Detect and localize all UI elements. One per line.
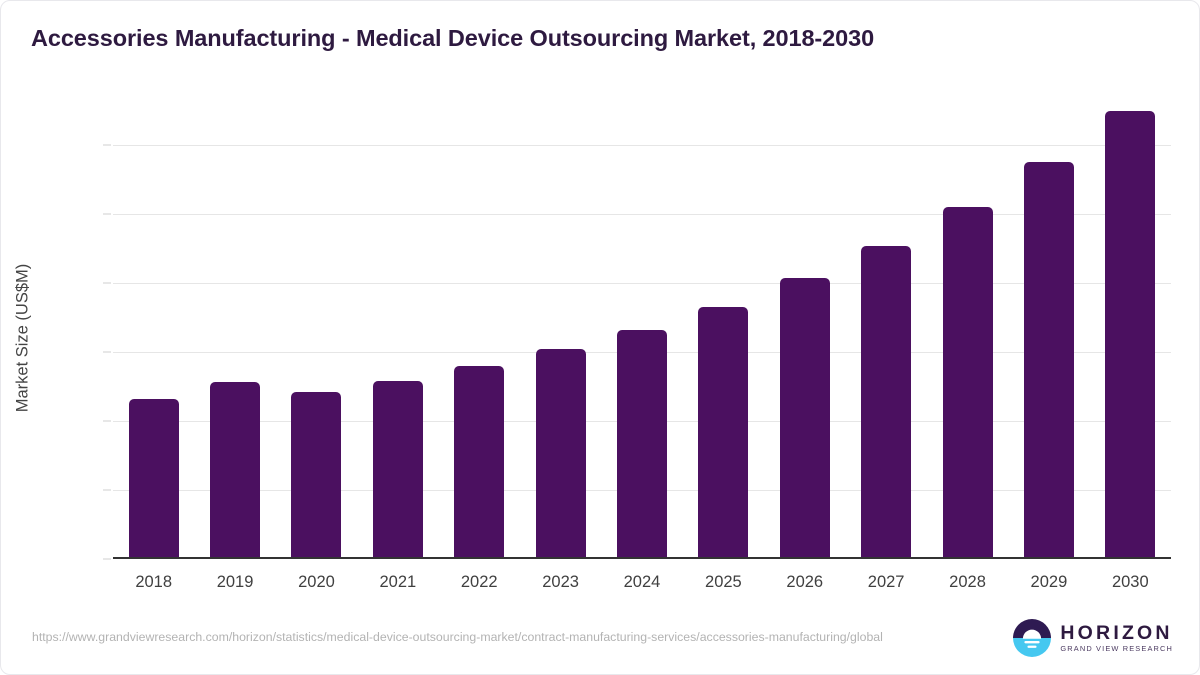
bar-2024[interactable]: [616, 330, 667, 559]
bar-2023[interactable]: [535, 349, 586, 559]
x-axis-tick-label: 2020: [298, 573, 335, 591]
bar-slot: [1090, 101, 1171, 559]
bar-2018[interactable]: [128, 398, 179, 559]
bar-slot: [1008, 101, 1089, 559]
source-url[interactable]: https://www.grandviewresearch.com/horizo…: [32, 630, 883, 644]
x-axis-tick-label: 2024: [623, 573, 661, 591]
x-axis-tick-label: 2030: [1111, 573, 1149, 591]
bar-slot: [113, 101, 194, 559]
x-axis-line: [113, 557, 1171, 559]
page-title: Accessories Manufacturing - Medical Devi…: [31, 25, 875, 51]
gridline: [113, 283, 1171, 285]
y-axis-tick-mark: [103, 558, 111, 560]
y-axis-tick-mark: [103, 213, 111, 215]
logo-wordmark: HORIZON: [1060, 622, 1173, 645]
x-axis-tick-label: 2022: [460, 573, 498, 591]
bar-slot: [927, 101, 1008, 559]
logo-text-block: HORIZON GRAND VIEW RESEARCH: [1060, 624, 1173, 652]
bar-slot: [601, 101, 682, 559]
bar-2022[interactable]: [454, 365, 505, 559]
horizon-logo-icon: [1013, 619, 1052, 657]
bar-2030[interactable]: [1105, 110, 1156, 559]
y-axis-tick-mark: [103, 489, 111, 491]
bar-2026[interactable]: [779, 277, 830, 559]
bar-2028[interactable]: [942, 207, 993, 559]
x-axis-tick-label: 2023: [542, 573, 579, 591]
bar-slot: [845, 101, 926, 559]
x-axis-tick-label: 2026: [786, 573, 824, 591]
bar-slot: [194, 101, 275, 559]
bar-slot: [520, 101, 601, 559]
horizon-logo: HORIZON GRAND VIEW RESEARCH: [1013, 619, 1173, 657]
plot-area: 05k10k15k20k25k30k 201820192020202120222…: [103, 101, 1171, 591]
y-axis-tick-mark: [103, 420, 111, 422]
gridline: [113, 214, 1171, 216]
bar-slot: [683, 101, 764, 559]
x-axis-tick-label: 2028: [949, 573, 986, 591]
x-axis-tick-label: 2021: [379, 573, 417, 591]
bar-slot: [357, 101, 438, 559]
y-axis-tick-mark: [103, 351, 111, 353]
bar-2025[interactable]: [698, 306, 749, 559]
bar-2027[interactable]: [861, 245, 912, 559]
x-axis-tick-label: 2019: [216, 573, 254, 591]
bar-2020[interactable]: [291, 392, 342, 559]
bar-slot: [276, 101, 357, 559]
x-axis-tick-label: 2018: [135, 573, 173, 591]
bar-series: [113, 101, 1171, 559]
x-axis-tick-label: 2025: [705, 573, 742, 591]
y-axis-label: Market Size (US$M): [13, 263, 32, 412]
gridline: [113, 145, 1171, 147]
y-axis-tick-mark: [103, 144, 111, 146]
bar-2021[interactable]: [372, 381, 423, 559]
logo-tagline: GRAND VIEW RESEARCH: [1060, 643, 1173, 653]
x-axis-tick-label: 2027: [867, 573, 905, 591]
x-axis-tick-label: 2029: [1030, 573, 1068, 591]
bar-slot: [764, 101, 845, 559]
bar-2019[interactable]: [210, 382, 261, 559]
bar-2029[interactable]: [1023, 161, 1074, 559]
bar-slot: [439, 101, 520, 559]
y-axis-tick-mark: [103, 282, 111, 284]
